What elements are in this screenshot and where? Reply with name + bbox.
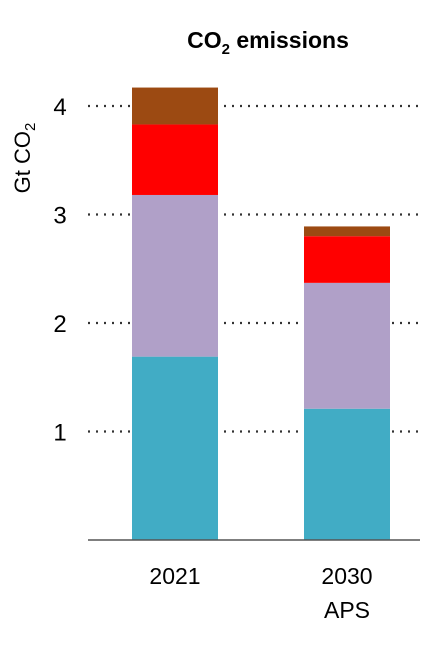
- bar-segment: [304, 226, 390, 237]
- bar-segment: [132, 124, 218, 195]
- y-tick-labels: 1 2 3 4: [53, 94, 66, 447]
- x-category-label: 2021: [149, 563, 200, 589]
- y-tick-label: 3: [53, 203, 66, 230]
- bar-segment: [132, 356, 218, 540]
- x-tick-labels: 2021 2030 APS: [149, 563, 372, 623]
- y-tick-label: 1: [53, 420, 66, 447]
- y-tick-label: 4: [53, 94, 66, 121]
- bar-segment: [132, 194, 218, 357]
- bar-segment: [132, 87, 218, 125]
- bar-segment: [304, 408, 390, 540]
- chart-title: CO2 emissions: [187, 27, 349, 58]
- y-tick-label: 2: [53, 311, 66, 338]
- y-axis-label: Gt CO2: [10, 123, 39, 194]
- x-category-label: 2030: [321, 563, 372, 589]
- bar-segment: [304, 236, 390, 283]
- x-category-label: APS: [324, 597, 370, 623]
- bar-segment: [304, 282, 390, 409]
- bar-stacks: [132, 87, 390, 540]
